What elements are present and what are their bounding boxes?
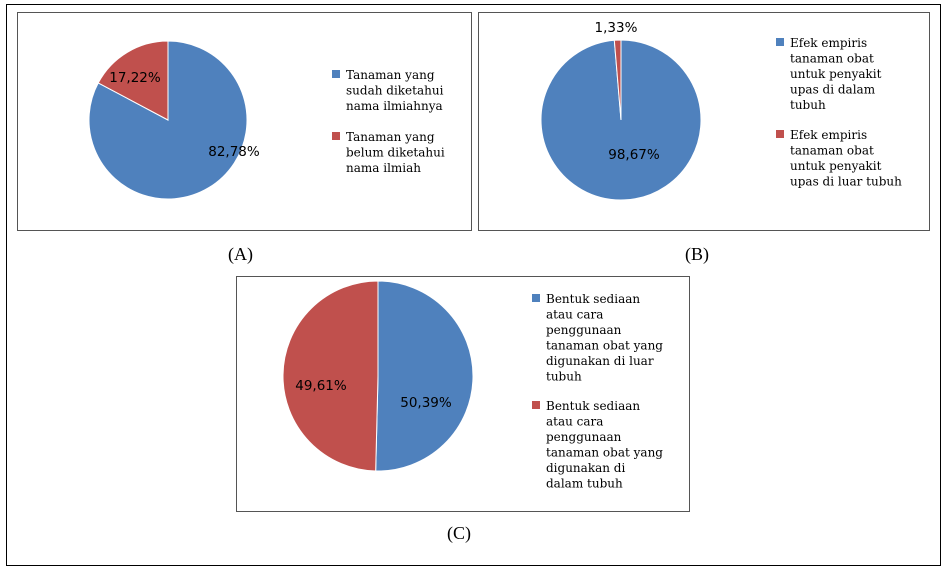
figure-frame [6,4,941,566]
pie-slice-c-1 [282,280,379,472]
legend-swatch-c-0 [532,294,540,302]
legend-label-b-1-3: upas di luar tubuh [790,175,902,189]
legend-swatch-a-1 [332,132,340,140]
caption-c: (C) [447,523,471,543]
legend-swatch-c-1 [532,401,540,409]
legend-label-c-0-0: Bentuk sediaan [546,292,640,306]
legend-label-b-0-1: tanaman obat [790,52,874,66]
data-label-b-1: 1,33% [595,20,638,36]
legend-label-c-1-3: tanaman obat yang [546,446,663,460]
pie-slice-c-0 [375,280,474,472]
legend-label-b-1-1: tanaman obat [790,144,874,158]
legend-swatch-a-0 [332,70,340,78]
legend-label-b-0-3: upas di dalam [790,83,876,97]
legend-label-c-1-4: digunakan di [546,461,625,475]
data-label-c-1: 49,61% [295,378,347,394]
legend-label-c-1-5: dalam tubuh [546,477,623,491]
data-label-b-0: 98,67% [608,147,660,163]
data-label-a-0: 82,78% [208,144,260,160]
legend-label-b-0-2: untuk penyakit [790,67,882,81]
legend-label-b-0-4: tubuh [790,98,826,112]
legend-label-c-0-3: tanaman obat yang [546,339,663,353]
legend-swatch-b-0 [776,38,784,46]
legend-label-c-0-4: digunakan di luar [546,354,654,368]
pie-slice-b-1 [613,39,622,121]
chart-panel-c: 50,39% 49,61% Bentuk sediaan atau cara pengg… [236,276,690,512]
legend-swatch-b-1 [776,130,784,138]
chart-panel-a: 82,78% 17,22% Tanaman yang sudah diketahui n… [17,12,472,231]
legend-label-c-1-0: Bentuk sediaan [546,399,640,413]
chart-panel-b: 98,67% 1,33% Efek empiris tanaman obat untuk… [478,12,930,231]
legend-label-b-1-0: Efek empiris [790,128,867,142]
legend-label-a-0-2: nama ilmiahnya [346,99,443,113]
legend-label-c-0-2: penggunaan [546,323,622,337]
pie-slice-a-1 [97,40,169,121]
legend-label-b-0-0: Efek empiris [790,36,867,50]
legend-label-c-1-2: penggunaan [546,430,622,444]
legend-label-c-0-5: tubuh [546,370,582,384]
caption-b: (B) [685,244,709,264]
legend-label-a-0-1: sudah diketahui [346,84,444,98]
legend-label-b-1-2: untuk penyakit [790,159,882,173]
legend-label-a-0-0: Tanaman yang [346,68,435,82]
caption-a: (A) [228,244,253,264]
data-label-a-1: 17,22% [109,70,161,86]
legend-label-c-1-1: atau cara [546,415,603,429]
legend-label-a-1-1: belum diketahui [346,146,445,160]
legend-label-a-1-2: nama ilmiah [346,161,421,175]
data-label-c-0: 50,39% [400,395,452,411]
legend-label-a-1-0: Tanaman yang [346,130,435,144]
legend-label-c-0-1: atau cara [546,308,603,322]
